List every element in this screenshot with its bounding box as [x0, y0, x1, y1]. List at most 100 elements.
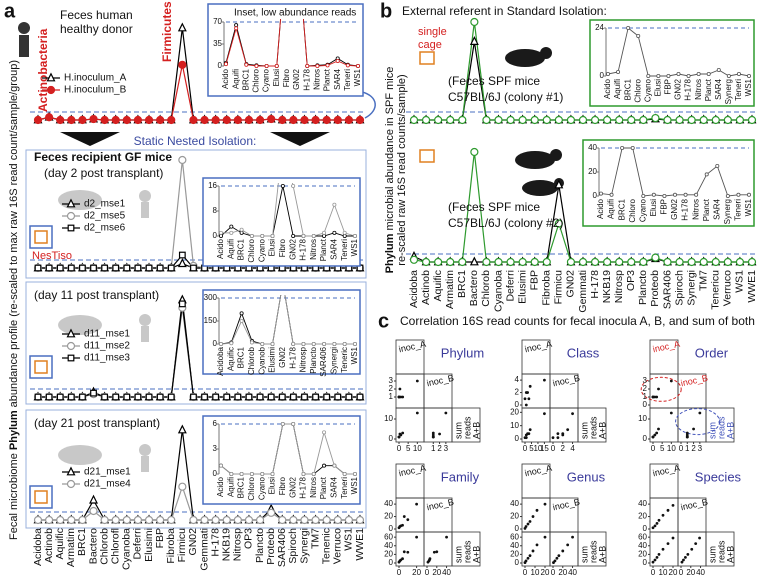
matrix-cell: [521, 373, 551, 409]
y-tick-label: 10: [638, 414, 647, 423]
y-tick-label: 20: [510, 407, 519, 416]
chart-title: Family: [441, 469, 480, 484]
point: [177, 258, 187, 268]
point: [698, 411, 702, 415]
x-tick-label: 0: [523, 444, 528, 453]
x-tick-label: Aquifi: [226, 477, 235, 497]
chart-title: Phylum: [441, 345, 484, 360]
x-tick-label: OP3: [243, 528, 255, 549]
x-tick-label: SAR4: [329, 476, 338, 497]
point: [561, 432, 565, 436]
point: [542, 115, 551, 125]
y-tick-label: 10: [384, 414, 393, 423]
x-tick-label: Spiroch: [287, 528, 299, 564]
x-tick-label: 20: [686, 568, 695, 577]
y-tick-label: 40: [510, 541, 519, 550]
x-tick-label: 20: [541, 568, 550, 577]
y-tick-label: 20: [638, 512, 647, 521]
point: [675, 257, 684, 267]
point: [332, 230, 337, 235]
x-tick-label: Gemmati: [577, 270, 589, 313]
x-tick-label: Teneric: [340, 347, 349, 373]
point: [571, 535, 574, 539]
point: [409, 255, 419, 264]
point: [245, 393, 253, 401]
point: [661, 547, 665, 551]
point: [535, 508, 539, 512]
x-tick-label: Teneri: [734, 79, 743, 101]
point: [725, 193, 730, 198]
point: [685, 435, 689, 439]
x-tick-label: Plancto: [254, 528, 266, 563]
point: [639, 115, 648, 125]
x-tick-label: 4: [570, 444, 575, 453]
x-tick-label: Plancto: [309, 346, 318, 373]
diagonal-label: sum: [579, 422, 589, 439]
diagonal-label: inoc_B: [426, 373, 455, 389]
y-tick-label: 40: [588, 143, 597, 152]
point: [332, 463, 337, 468]
point: [434, 115, 443, 125]
x-tick-label: Nitros: [694, 79, 703, 100]
point: [655, 522, 659, 525]
point: [518, 115, 527, 125]
point: [431, 435, 435, 439]
x-tick-label: Chlorob: [98, 528, 110, 565]
x-tick-label: Planct: [319, 238, 328, 261]
point: [736, 192, 741, 197]
x-tick-label: Elusi: [268, 477, 277, 495]
point: [636, 34, 641, 39]
legend-label: d11_mse2: [84, 341, 130, 352]
y-tick-label: 20: [588, 167, 597, 176]
x-tick-label: Teneri: [734, 199, 743, 221]
point: [406, 550, 410, 554]
point: [312, 393, 319, 401]
point: [249, 340, 254, 345]
point: [233, 115, 242, 125]
x-tick-label: WS1: [343, 528, 355, 551]
point: [333, 515, 342, 525]
x-tick-label: Acidoba: [32, 528, 44, 566]
point: [178, 155, 187, 165]
point: [747, 115, 757, 125]
point: [342, 471, 347, 476]
y-tick-label: 40: [384, 499, 393, 508]
point: [177, 424, 187, 434]
panel-label: b: [380, 0, 392, 22]
point: [666, 74, 671, 79]
x-tick-label: Nitros: [691, 199, 700, 220]
diagonal-label: A+B: [597, 422, 607, 439]
point: [56, 393, 64, 401]
point: [401, 431, 405, 435]
point: [431, 433, 435, 437]
section-title: Static Nested Isolation:: [134, 134, 257, 148]
x-tick-label: H-178: [684, 78, 693, 100]
x-tick-label: Aquifi: [613, 79, 622, 99]
y-title-part: Phylum: [8, 410, 20, 450]
point: [666, 542, 670, 546]
x-tick-label: 0: [679, 444, 684, 453]
point: [657, 387, 660, 391]
y-tick-label: 70: [213, 17, 222, 26]
x-tick-label: WWE1: [354, 528, 366, 561]
annotation: Actinobacteria: [36, 28, 50, 112]
point: [470, 17, 479, 27]
point: [335, 58, 340, 63]
y-tick-label: 20: [638, 549, 647, 558]
point: [90, 264, 97, 272]
point: [528, 554, 532, 558]
x-tick-label: Verruco: [722, 270, 734, 306]
x-tick-label: H-178: [681, 198, 690, 220]
panel-title: Correlation 16S read counts for fecal in…: [400, 314, 755, 328]
point: [527, 397, 531, 401]
x-tick-label: Firmicu: [176, 528, 188, 563]
point: [134, 393, 142, 401]
point: [45, 264, 53, 272]
point: [254, 64, 259, 69]
x-tick-label: SAR4: [333, 68, 342, 89]
point: [305, 64, 310, 69]
point: [45, 515, 54, 525]
x-tick-label: 5: [406, 444, 411, 453]
x-tick-label: 3: [698, 444, 703, 453]
